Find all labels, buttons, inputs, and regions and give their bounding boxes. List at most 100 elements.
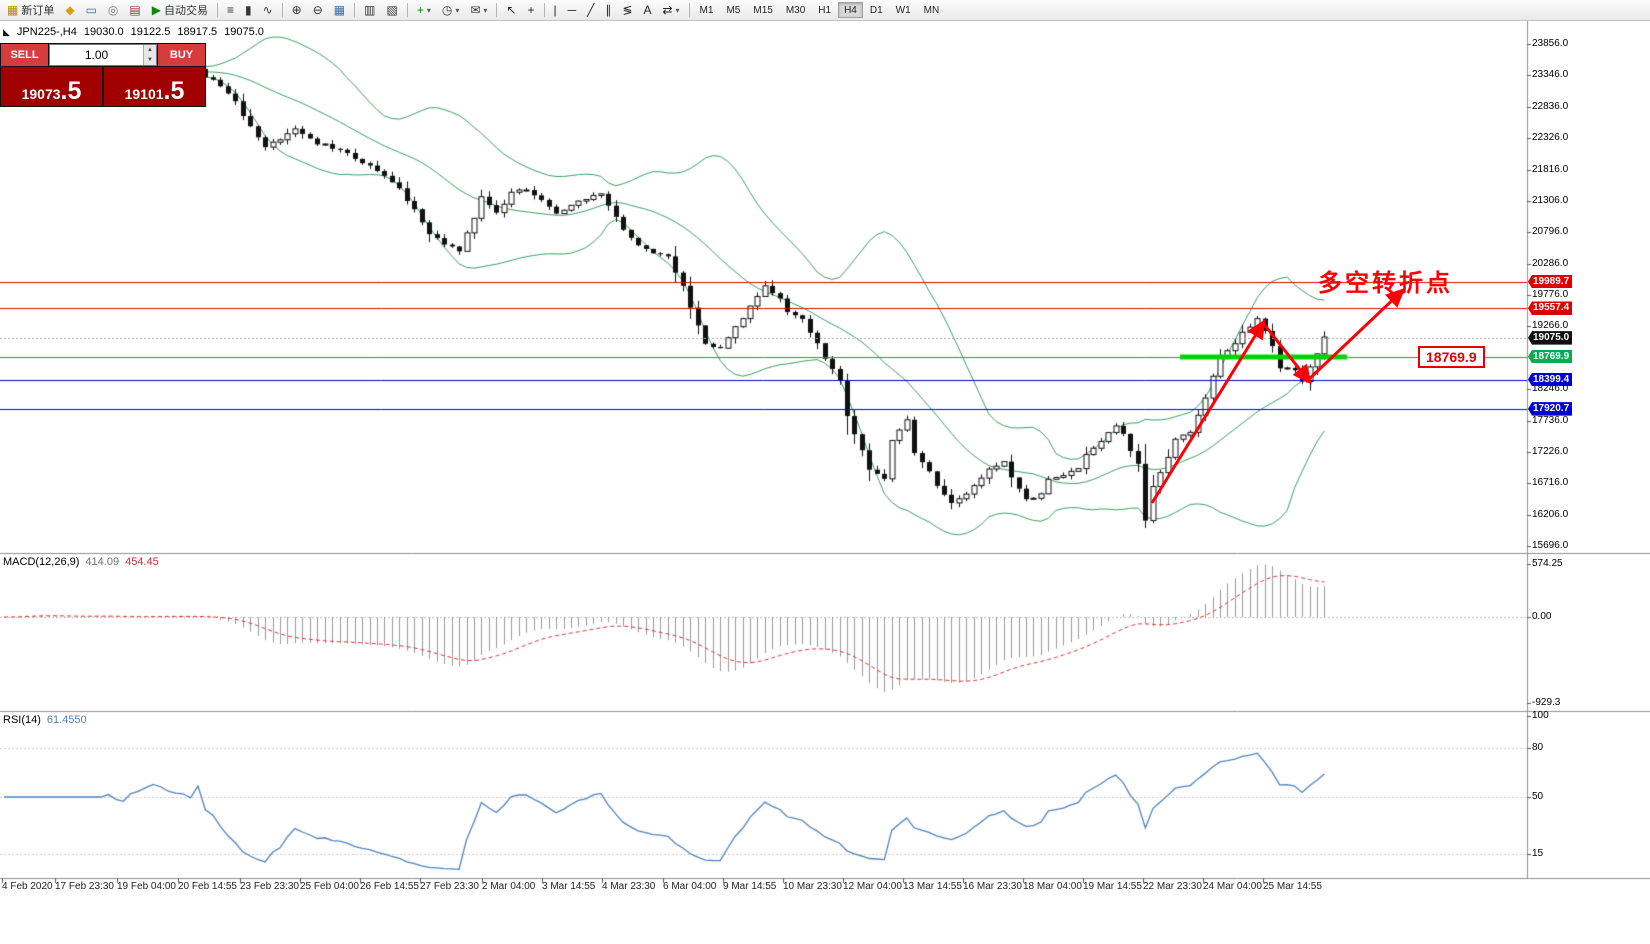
price-axis-label[interactable]: 22326.0 [1532,132,1569,144]
price-axis-label[interactable]: 18246.0 [1532,383,1569,395]
dropdown-caret-icon[interactable]: ▾ [483,5,488,15]
rsi-axis-label: 100 [1532,710,1549,721]
price-axis-label[interactable]: 17736.0 [1532,414,1569,426]
dropdown-caret-icon[interactable]: ▾ [426,5,431,15]
one-click-trading-panel: SELL 1.00 ▲ ▼ BUY 19073 .5 19101 .5 [0,43,206,107]
macd-axis-label: 574.25 [1532,557,1563,569]
chart-window-icon[interactable]: ▭ [81,2,102,19]
price-axis-label[interactable]: 16716.0 [1532,477,1569,489]
arrows-tool-icon[interactable]: ⇄ ▾ [657,2,684,19]
terminal-icon[interactable]: ▤ [124,2,145,19]
new-order-button[interactable]: ▦ 新订单 [2,2,59,19]
price-axis-label[interactable]: 20796.0 [1532,226,1569,238]
sell-price-fraction: .5 [60,77,82,105]
price-axis-label[interactable]: 15696.0 [1532,540,1569,551]
text-tool-icon[interactable]: A [638,2,656,19]
period-icon[interactable]: ◷ ▾ [437,2,465,19]
price-axis-label[interactable]: 21816.0 [1532,163,1569,175]
low-value: 18917.5 [177,26,218,38]
toolbar-separator [281,3,283,17]
volume-value[interactable]: 1.00 [84,48,109,62]
time-axis-label: 6 Mar 04:00 [663,881,717,892]
tile-windows-icon[interactable]: ▥ [359,2,380,19]
trendline-icon[interactable]: ╱ [582,2,599,19]
fibonacci-icon[interactable]: ≶ [617,2,637,19]
candlestick-chart-icon[interactable]: ▮ [240,2,257,19]
timeframe-h1-button[interactable]: H1 [818,5,832,16]
timeframe-m5-button[interactable]: M5 [726,5,741,16]
new-order-button-label: 新订单 [21,5,55,17]
tile-windows-icon-glyph: ▥ [364,3,376,17]
dropdown-caret-icon[interactable]: ▾ [675,5,680,15]
period-icon-glyph: ◷ [441,3,453,17]
timeframe-w1-button[interactable]: W1 [895,5,911,16]
new-chart-icon[interactable]: + ▾ [412,2,436,19]
bar-chart-icon[interactable]: ≡ [222,2,239,19]
timeframe-m30-button[interactable]: M30 [785,5,806,16]
price-axis-label[interactable]: 19266.0 [1532,320,1569,332]
market-watch-icon-glyph: ◆ [65,3,75,17]
buy-button[interactable]: BUY [158,44,205,66]
price-axis-label[interactable]: 23346.0 [1532,69,1569,81]
time-axis-label: 19 Feb 04:00 [117,881,176,892]
time-axis-label: 10 Mar 23:30 [783,881,842,892]
timeframe-d1-button[interactable]: D1 [869,5,883,16]
volume-down-icon[interactable]: ▼ [143,55,156,65]
time-axis-label: 24 Mar 04:00 [1203,881,1262,892]
high-value: 19122.5 [130,26,171,38]
dropdown-caret-icon[interactable]: ▾ [455,5,460,15]
navigator-icon[interactable]: ◎ [103,2,123,19]
time-axis-label: 26 Feb 14:55 [360,881,419,892]
price-axis-label[interactable]: 20286.0 [1532,257,1569,269]
price-level-tag: 18769.9 [1528,349,1573,364]
price-axis-label[interactable]: 22836.0 [1532,100,1569,112]
macd-axis-label: -929.3 [1532,696,1561,708]
sell-button[interactable]: SELL [1,44,48,66]
line-chart-icon[interactable]: ∿ [258,2,278,19]
chart-window-icon-glyph: ▭ [85,3,97,17]
price-level-tag: 19557.4 [1528,301,1573,315]
timeframe-mn-button[interactable]: MN [923,5,940,16]
grid-icon[interactable]: ▦ [329,2,350,19]
toolbar-separator [216,3,218,17]
rsi-axis-label: 15 [1532,847,1544,859]
price-axis-label[interactable]: 19776.0 [1532,289,1569,300]
rsi-value: 61.4550 [46,714,87,726]
timeframe-m1-button[interactable]: M1 [699,5,714,16]
line-chart-icon-glyph: ∿ [262,3,273,17]
volume-up-icon[interactable]: ▲ [143,45,156,55]
navigator-icon-glyph: ◎ [107,3,119,17]
chart-ohlc-header: ◣ JPN225-,H4 19030.0 19122.5 18917.5 190… [3,26,264,38]
crosshair-icon[interactable]: + [523,2,540,19]
time-axis-label: 22 Mar 23:30 [1143,881,1202,892]
zoom-out-icon[interactable]: ⊖ [308,2,328,19]
price-axis-label[interactable]: 17226.0 [1532,445,1569,457]
timeframe-h4-button[interactable]: H4 [838,2,863,18]
market-watch-icon[interactable]: ◆ [60,2,79,19]
text-tool-icon-glyph: A [643,3,652,17]
buy-price-display[interactable]: 19101 .5 [104,67,205,106]
price-axis-label[interactable]: 23856.0 [1532,38,1569,49]
vertical-line-icon[interactable]: | [549,2,562,19]
macd-axis-label: 0.00 [1532,611,1552,622]
rsi-axis-label: 80 [1532,742,1544,754]
new-order-glyph: ▦ [7,3,19,17]
sell-price-display[interactable]: 19073 .5 [1,67,102,106]
volume-input[interactable]: 1.00 ▲ ▼ [49,44,157,66]
cursor-icon[interactable]: ↖ [501,2,521,19]
autotrading-glyph: ▶ [151,3,161,17]
price-callout-label: 18769.9 [1418,346,1485,368]
channel-icon[interactable]: ∥ [600,2,616,19]
price-axis-label[interactable]: 16206.0 [1532,508,1569,520]
rsi-axis-label: 50 [1532,791,1544,802]
toolbar-separator [688,3,690,17]
template-icon[interactable]: ✉ ▾ [465,2,492,19]
autotrading-button[interactable]: ▶ 自动交易 [147,2,213,19]
timeframe-m15-button[interactable]: M15 [753,5,773,16]
toolbar-separator [354,3,356,17]
auto-arrange-icon[interactable]: ▧ [381,2,402,19]
zoom-in-icon[interactable]: ⊕ [287,2,307,19]
price-axis-label[interactable]: 21306.0 [1532,194,1569,206]
horizontal-line-icon[interactable]: ─ [563,2,582,19]
